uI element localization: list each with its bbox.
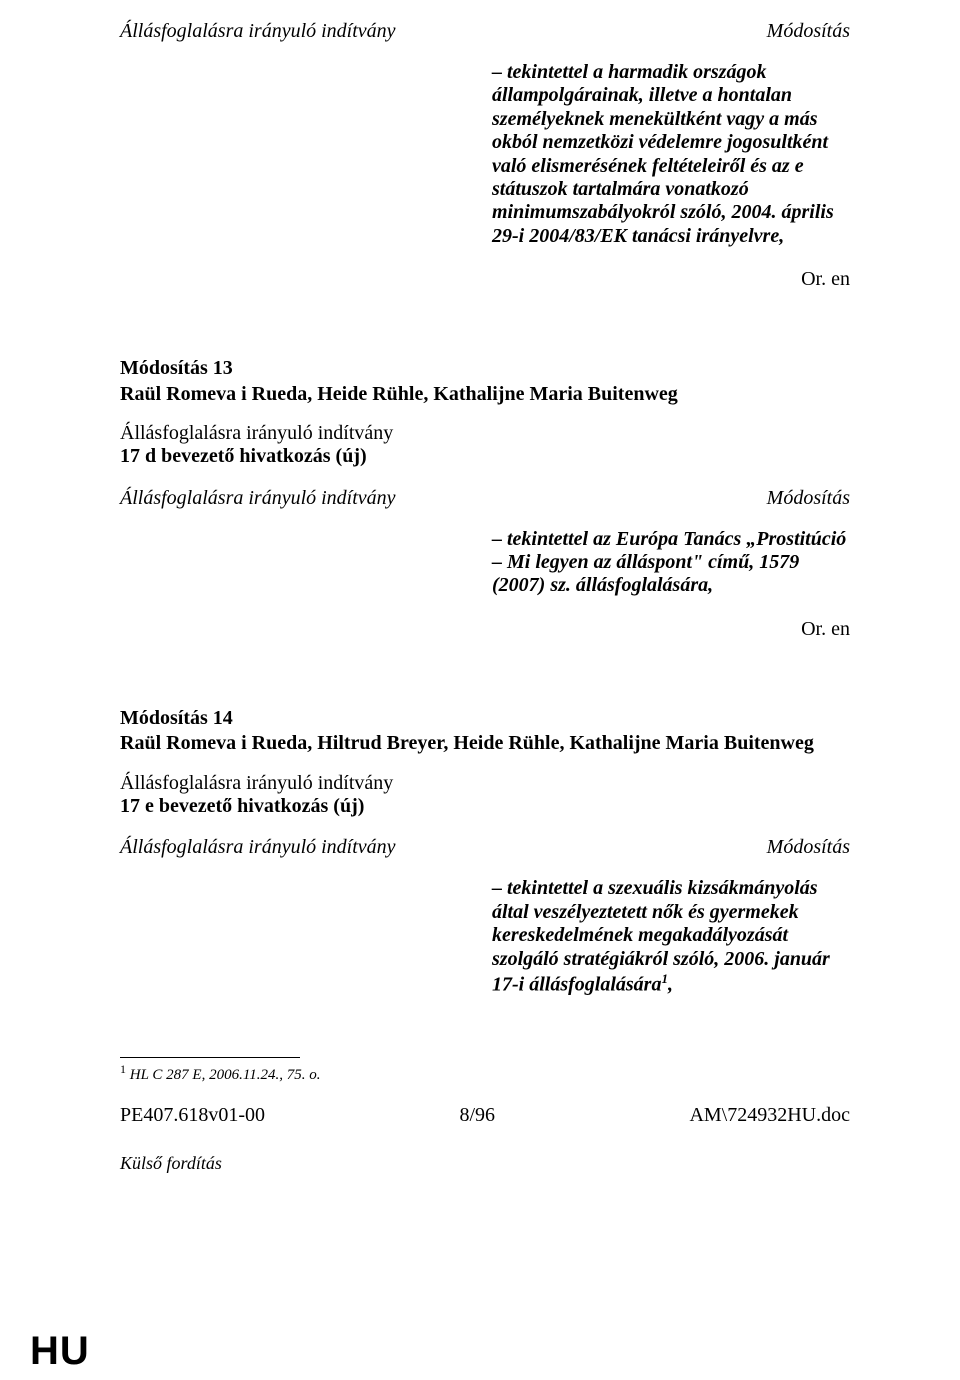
left-heading: Állásfoglalásra irányuló indítvány <box>120 20 396 43</box>
amendment-text: – tekintettel a harmadik országok államp… <box>492 61 850 248</box>
sub-line1: Állásfoglalásra irányuló indítvány <box>120 772 393 794</box>
amendment-text: – tekintettel a szexuális kizsákmányolás… <box>492 877 850 997</box>
left-heading: Állásfoglalásra irányuló indítvány <box>120 836 396 859</box>
column-headings: Állásfoglalásra irányuló indítvány Módos… <box>120 487 850 510</box>
right-heading: Módosítás <box>767 836 850 859</box>
footer-left: PE407.618v01-00 <box>120 1104 265 1127</box>
amendment-14: Módosítás 14 Raül Romeva i Rueda, Hiltru… <box>120 707 850 997</box>
amendment-continued: Állásfoglalásra irányuló indítvány Módos… <box>120 20 850 291</box>
sub-line1: Állásfoglalásra irányuló indítvány <box>120 422 393 444</box>
external-translation-note: Külső fordítás <box>120 1153 850 1174</box>
right-heading: Módosítás <box>767 487 850 510</box>
right-heading: Módosítás <box>767 20 850 43</box>
left-heading: Állásfoglalásra irányuló indítvány <box>120 487 396 510</box>
footer-center: 8/96 <box>265 1104 689 1127</box>
amendment-authors: Raül Romeva i Rueda, Hiltrud Breyer, Hei… <box>120 732 850 755</box>
column-headings: Állásfoglalásra irányuló indítvány Módos… <box>120 20 850 43</box>
language-note: Or. en <box>120 618 850 641</box>
amendment-subheader: Állásfoglalásra irányuló indítvány 17 e … <box>120 772 850 819</box>
amendment-title: Módosítás 13 <box>120 357 850 380</box>
footnote-rule <box>120 1057 300 1058</box>
amendment-authors: Raül Romeva i Rueda, Heide Rühle, Kathal… <box>120 383 850 406</box>
amendment-text: – tekintettel az Európa Tanács „Prostitú… <box>492 528 850 598</box>
amendment-text-part2: , <box>668 974 673 996</box>
sub-line2: 17 e bevezető hivatkozás (új) <box>120 795 364 817</box>
page-footer: PE407.618v01-00 8/96 AM\724932HU.doc <box>120 1104 850 1127</box>
language-note: Or. en <box>120 268 850 291</box>
footer-right: AM\724932HU.doc <box>689 1104 850 1127</box>
amendment-title: Módosítás 14 <box>120 707 850 730</box>
footnote-text: HL C 287 E, 2006.11.24., 75. o. <box>126 1067 320 1083</box>
amendment-13: Módosítás 13 Raül Romeva i Rueda, Heide … <box>120 357 850 641</box>
language-code: HU <box>30 1329 90 1374</box>
sub-line2: 17 d bevezető hivatkozás (új) <box>120 445 367 467</box>
column-headings: Állásfoglalásra irányuló indítvány Módos… <box>120 836 850 859</box>
amendment-subheader: Állásfoglalásra irányuló indítvány 17 d … <box>120 422 850 469</box>
footnote: 1 HL C 287 E, 2006.11.24., 75. o. <box>120 1062 850 1084</box>
